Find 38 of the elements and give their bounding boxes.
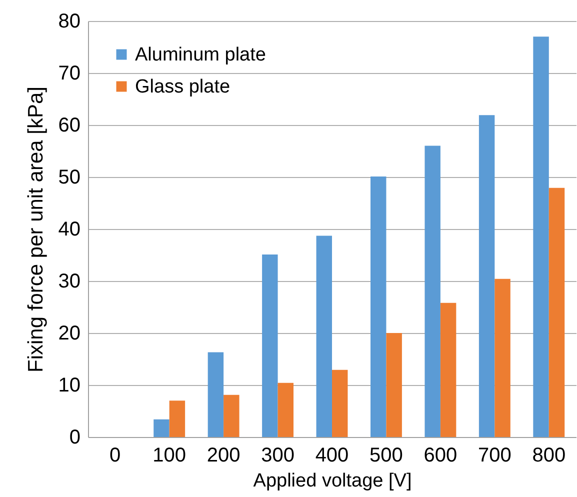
bar (440, 302, 456, 437)
y-tick-label: 70 (58, 62, 80, 84)
bar (533, 36, 549, 437)
legend-label: Aluminum plate (135, 44, 266, 66)
bar (154, 419, 170, 437)
y-tick-label: 0 (69, 426, 80, 448)
y-tick-label: 20 (58, 322, 80, 344)
legend-label: Glass plate (135, 76, 230, 98)
bar (370, 176, 386, 437)
bar (208, 352, 224, 437)
x-tick-label: 800 (532, 444, 566, 466)
bar (424, 146, 440, 437)
y-tick-label: 10 (58, 374, 80, 396)
y-tick-label: 50 (58, 166, 80, 188)
bar (278, 382, 294, 437)
x-tick-label: 0 (110, 444, 121, 466)
x-tick-label: 600 (424, 444, 458, 466)
bar (332, 370, 348, 437)
y-tick-label: 30 (58, 270, 80, 292)
y-tick-label: 80 (58, 10, 80, 32)
bar (262, 254, 278, 437)
x-tick-label: 400 (315, 444, 349, 466)
bar (316, 236, 332, 437)
bar (169, 400, 186, 437)
bar (224, 394, 240, 437)
x-axis-title: Applied voltage [V] (253, 470, 412, 492)
x-tick-label: 700 (478, 444, 512, 466)
bar (494, 278, 510, 437)
x-tick-label: 500 (370, 444, 403, 466)
x-tick-label: 100 (152, 444, 186, 466)
bar (548, 188, 565, 437)
x-tick-label: 300 (261, 444, 294, 466)
bar (478, 115, 495, 437)
y-tick-label: 40 (58, 218, 80, 240)
y-axis-title: Fixing force per unit area [kPa] (24, 86, 48, 372)
bar (386, 333, 402, 437)
x-tick-label: 200 (206, 444, 240, 466)
y-tick-label: 60 (58, 114, 80, 136)
